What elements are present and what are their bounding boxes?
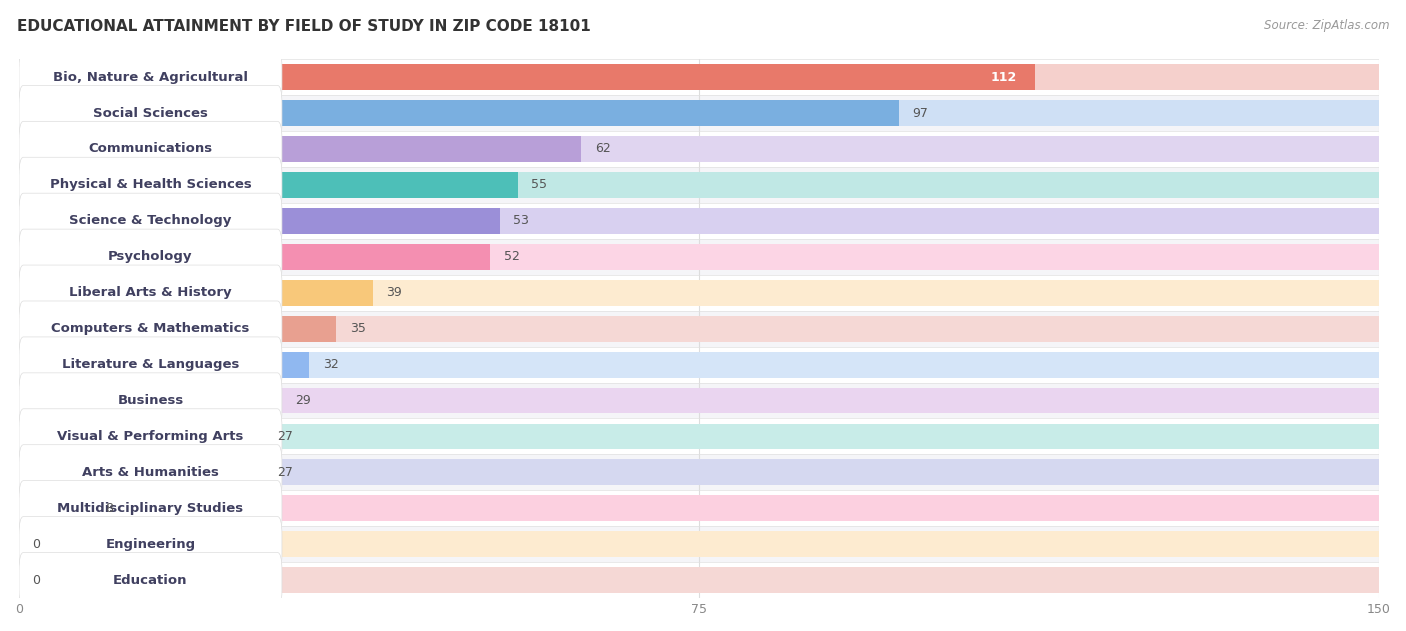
Text: 32: 32: [323, 358, 339, 371]
Bar: [20, 531, 1379, 557]
FancyBboxPatch shape: [20, 562, 1379, 598]
Text: Source: ZipAtlas.com: Source: ZipAtlas.com: [1264, 19, 1389, 32]
FancyBboxPatch shape: [20, 409, 283, 464]
Text: 0: 0: [32, 574, 41, 587]
Text: Social Sciences: Social Sciences: [93, 107, 208, 119]
Bar: [20, 244, 491, 269]
Bar: [20, 280, 1379, 305]
Text: 35: 35: [350, 322, 366, 335]
FancyBboxPatch shape: [20, 274, 1379, 310]
FancyBboxPatch shape: [20, 203, 1379, 239]
FancyBboxPatch shape: [20, 310, 1379, 346]
Bar: [20, 316, 336, 341]
Bar: [20, 423, 1379, 449]
Bar: [20, 208, 499, 234]
FancyBboxPatch shape: [20, 382, 1379, 418]
Bar: [20, 172, 517, 198]
Text: Arts & Humanities: Arts & Humanities: [82, 466, 219, 479]
FancyBboxPatch shape: [20, 490, 1379, 526]
Text: 39: 39: [387, 286, 402, 299]
Text: Business: Business: [117, 394, 184, 407]
Bar: [20, 316, 1379, 341]
Text: Physical & Health Sciences: Physical & Health Sciences: [49, 179, 252, 191]
Text: Liberal Arts & History: Liberal Arts & History: [69, 286, 232, 299]
FancyBboxPatch shape: [20, 193, 283, 249]
Bar: [20, 136, 1379, 162]
FancyBboxPatch shape: [20, 337, 283, 392]
Text: Engineering: Engineering: [105, 538, 195, 551]
Bar: [20, 351, 1379, 377]
FancyBboxPatch shape: [20, 373, 283, 428]
FancyBboxPatch shape: [20, 239, 1379, 274]
Text: Communications: Communications: [89, 143, 212, 155]
Bar: [20, 459, 1379, 485]
FancyBboxPatch shape: [20, 229, 283, 285]
FancyBboxPatch shape: [20, 85, 283, 141]
Text: Visual & Performing Arts: Visual & Performing Arts: [58, 430, 243, 443]
Text: 112: 112: [990, 71, 1017, 84]
Bar: [20, 387, 283, 413]
Text: 0: 0: [32, 538, 41, 551]
FancyBboxPatch shape: [20, 301, 283, 357]
FancyBboxPatch shape: [20, 481, 283, 536]
Bar: [20, 64, 1035, 90]
Bar: [20, 64, 1379, 90]
FancyBboxPatch shape: [20, 526, 1379, 562]
FancyBboxPatch shape: [20, 445, 283, 500]
Text: Science & Technology: Science & Technology: [69, 215, 232, 227]
Text: Multidisciplinary Studies: Multidisciplinary Studies: [58, 502, 243, 515]
Bar: [20, 100, 1379, 126]
Text: 29: 29: [295, 394, 311, 407]
Bar: [20, 351, 309, 377]
FancyBboxPatch shape: [20, 131, 1379, 167]
Bar: [20, 495, 1379, 521]
Text: Computers & Mathematics: Computers & Mathematics: [51, 322, 250, 335]
FancyBboxPatch shape: [20, 59, 1379, 95]
Text: 27: 27: [277, 430, 294, 443]
Bar: [20, 136, 581, 162]
FancyBboxPatch shape: [20, 121, 283, 177]
Bar: [20, 567, 1379, 593]
Text: Bio, Nature & Agricultural: Bio, Nature & Agricultural: [53, 71, 247, 84]
Text: Literature & Languages: Literature & Languages: [62, 358, 239, 371]
FancyBboxPatch shape: [20, 265, 283, 321]
FancyBboxPatch shape: [20, 553, 283, 608]
Text: 97: 97: [912, 107, 928, 119]
Text: 62: 62: [595, 143, 610, 155]
Text: Psychology: Psychology: [108, 251, 193, 263]
FancyBboxPatch shape: [20, 157, 283, 213]
Text: 53: 53: [513, 215, 529, 227]
FancyBboxPatch shape: [20, 346, 1379, 382]
Text: 52: 52: [505, 251, 520, 263]
Text: EDUCATIONAL ATTAINMENT BY FIELD OF STUDY IN ZIP CODE 18101: EDUCATIONAL ATTAINMENT BY FIELD OF STUDY…: [17, 19, 591, 34]
FancyBboxPatch shape: [20, 95, 1379, 131]
Text: 8: 8: [105, 502, 112, 515]
FancyBboxPatch shape: [20, 454, 1379, 490]
Text: 27: 27: [277, 466, 294, 479]
Bar: [20, 280, 373, 305]
Text: 55: 55: [531, 179, 547, 191]
Bar: [20, 172, 1379, 198]
FancyBboxPatch shape: [20, 418, 1379, 454]
Bar: [20, 459, 264, 485]
FancyBboxPatch shape: [20, 49, 283, 105]
Bar: [20, 387, 1379, 413]
Bar: [20, 244, 1379, 269]
Text: Education: Education: [114, 574, 188, 587]
Bar: [20, 495, 91, 521]
Bar: [20, 100, 898, 126]
FancyBboxPatch shape: [20, 167, 1379, 203]
Bar: [20, 208, 1379, 234]
Bar: [20, 423, 264, 449]
FancyBboxPatch shape: [20, 517, 283, 572]
